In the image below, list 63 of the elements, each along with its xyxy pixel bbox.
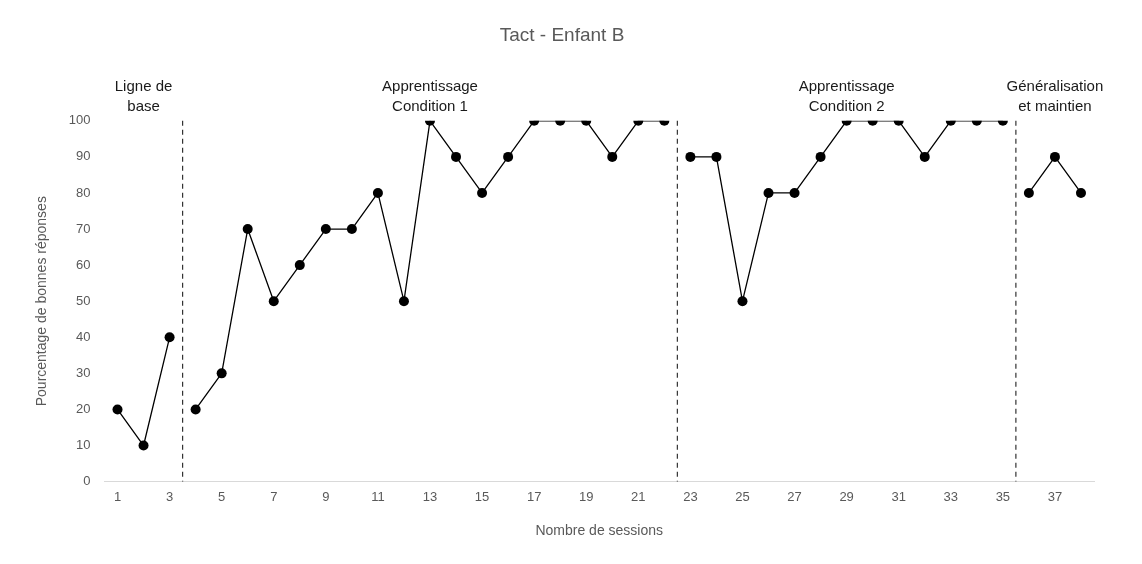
y-tick-label: 10 <box>76 437 91 453</box>
point <box>398 296 409 307</box>
x-tick-label: 21 <box>631 488 646 504</box>
point <box>138 440 149 451</box>
y-tick-label: 0 <box>83 473 91 489</box>
point <box>164 332 175 343</box>
chart-title: Tact - Enfant B <box>499 23 625 45</box>
point <box>1023 187 1034 198</box>
point <box>372 187 383 198</box>
x-tick-label: 27 <box>787 488 802 504</box>
y-tick-label: 40 <box>76 328 91 344</box>
x-tick-label: 23 <box>683 488 698 504</box>
text: Apprentissage Condition 2 <box>798 76 895 114</box>
point <box>190 404 201 415</box>
x-tick-label: 9 <box>322 488 330 504</box>
x-tick-label: 17 <box>526 488 542 504</box>
point <box>607 151 618 162</box>
x-tick-label: 15 <box>474 488 490 504</box>
point <box>1049 151 1060 162</box>
y-axis-title: Pourcentage de bonnes réponses <box>33 196 50 407</box>
x-tick-label: 35 <box>995 488 1011 504</box>
x-tick-label: 3 <box>165 488 174 504</box>
point <box>477 187 488 198</box>
y-tick-label: 80 <box>76 184 91 200</box>
y-tick-label: 100 <box>68 112 91 128</box>
x-tick-label: 19 <box>578 488 594 504</box>
point <box>763 187 774 198</box>
point <box>815 151 826 162</box>
point <box>320 224 331 235</box>
point <box>451 151 462 162</box>
x-axis-title: Nombre de sessions <box>535 522 664 539</box>
point <box>685 151 696 162</box>
x-tick-label: 33 <box>943 488 959 504</box>
x-tick-label: 5 <box>218 488 226 504</box>
y-tick-label: 30 <box>76 364 91 380</box>
point <box>294 260 305 271</box>
point <box>112 404 123 415</box>
point <box>711 151 722 162</box>
point <box>242 224 253 235</box>
y-tick-label: 60 <box>76 256 91 272</box>
y-tick-label: 50 <box>76 292 91 308</box>
x-tick-label: 25 <box>735 488 750 504</box>
point <box>1075 187 1086 198</box>
point <box>737 296 748 307</box>
y-tick-label: 90 <box>76 148 91 164</box>
text: Apprentissage Condition 1 <box>382 76 478 114</box>
x-tick-label: 7 <box>270 488 278 504</box>
y-tick-label: 20 <box>76 401 91 417</box>
x-tick-label: 37 <box>1047 488 1063 504</box>
point <box>503 151 514 162</box>
point <box>919 151 930 162</box>
x-tick-label: 31 <box>891 488 906 504</box>
point <box>789 187 800 198</box>
text: Généralisation et maintien <box>1006 76 1104 114</box>
x-tick-label: 29 <box>839 488 854 504</box>
point <box>346 224 357 235</box>
x-tick-label: 11 <box>371 488 385 504</box>
x-tick-label: 1 <box>113 488 122 504</box>
point <box>268 296 279 307</box>
point <box>216 368 227 379</box>
x-tick-label: 13 <box>422 488 438 504</box>
text: Ligne de base <box>114 76 173 114</box>
y-tick-label: 70 <box>76 220 91 236</box>
